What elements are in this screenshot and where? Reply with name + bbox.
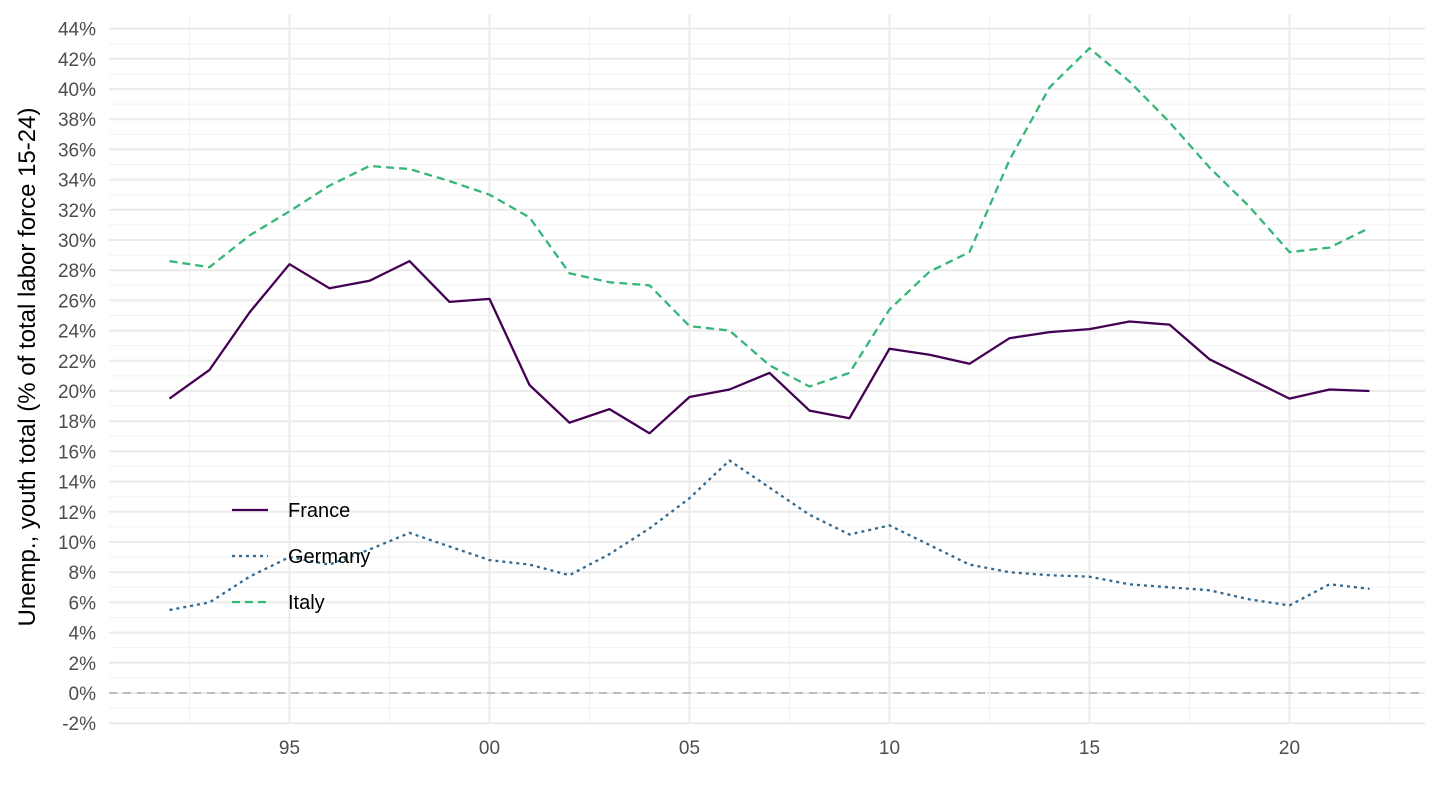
y-tick-label: 42% — [58, 50, 96, 71]
y-tick-label: 36% — [58, 140, 96, 161]
x-tick-label: 20 — [1279, 738, 1300, 759]
y-tick-label: 20% — [58, 382, 96, 403]
x-axis-tick-labels: 95 00 05 10 15 20 — [279, 738, 1300, 759]
y-tick-label: -2% — [62, 714, 96, 735]
y-tick-label: 10% — [58, 533, 96, 554]
series-line-france — [168, 259, 1370, 435]
y-tick-label: 14% — [58, 473, 96, 494]
grid-minor — [109, 14, 1425, 724]
y-tick-label: 18% — [58, 412, 96, 433]
y-tick-label: 6% — [69, 593, 97, 614]
y-axis-tick-labels: -2% 0% 2% 4% 6% 8% 10% 12% 14% 16% 18% 20% 22% 24% 26%… — [58, 20, 96, 736]
y-tick-label: 0% — [69, 684, 97, 705]
y-tick-label: 30% — [58, 231, 96, 252]
y-axis-title: Unemp., youth total (% of total labor fo… — [14, 108, 41, 627]
y-tick-label: 4% — [69, 624, 97, 645]
y-tick-label: 26% — [58, 291, 96, 312]
y-tick-label: 24% — [58, 322, 96, 343]
series-layer — [168, 47, 1371, 612]
y-tick-label: 12% — [58, 503, 96, 524]
x-tick-label: 10 — [879, 738, 900, 759]
x-tick-label: 05 — [679, 738, 700, 759]
y-tick-label: 32% — [58, 201, 96, 222]
legend-label-france: France — [288, 500, 350, 522]
x-tick-label: 15 — [1079, 738, 1100, 759]
y-tick-label: 28% — [58, 261, 96, 282]
y-tick-label: 16% — [58, 442, 96, 463]
x-tick-label: 95 — [279, 738, 300, 759]
grid-major — [109, 14, 1425, 725]
y-tick-label: 38% — [58, 110, 96, 131]
x-tick-label: 00 — [479, 738, 500, 759]
y-tick-label: 8% — [69, 563, 97, 584]
legend: France Germany Italy — [232, 500, 370, 614]
legend-label-italy: Italy — [288, 592, 325, 614]
legend-label-germany: Germany — [288, 546, 370, 568]
y-tick-label: 2% — [69, 654, 97, 675]
y-tick-label: 40% — [58, 80, 96, 101]
y-tick-label: 44% — [58, 20, 96, 41]
y-tick-label: 22% — [58, 352, 96, 373]
y-tick-label: 34% — [58, 171, 96, 192]
